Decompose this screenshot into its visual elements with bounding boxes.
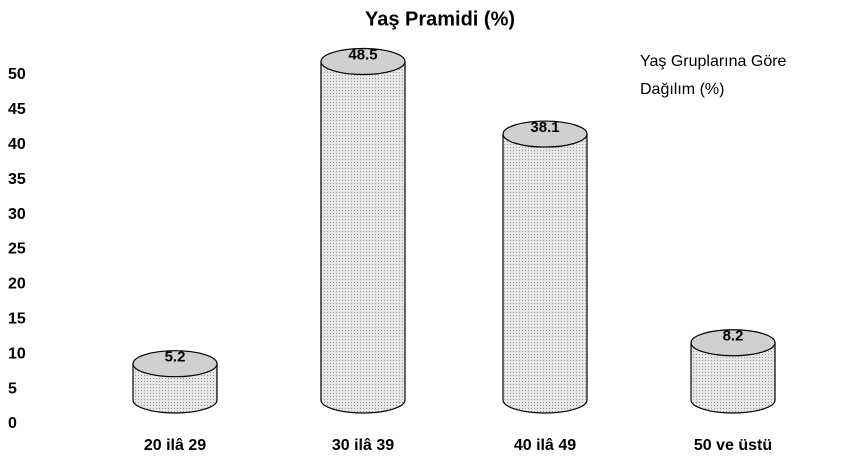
y-tick-label: 25 [8,241,26,258]
y-tick-label: 0 [8,415,17,432]
value-label: 8.2 [723,328,744,345]
y-tick-label: 30 [8,206,26,223]
bar [502,133,588,414]
value-label: 48.5 [348,46,377,63]
y-tick-label: 15 [8,311,26,328]
chart-title: Yaş Pramidi (%) [365,8,515,30]
bar [690,342,776,414]
y-tick-label: 40 [8,136,26,153]
y-tick-label: 20 [8,276,26,293]
bar-top [502,120,588,148]
x-tick-label: 30 ilâ 39 [332,437,394,454]
value-label: 38.1 [530,119,559,136]
y-tick-label: 50 [8,66,26,83]
y-tick-label: 5 [8,380,17,397]
bar-top [132,350,218,378]
x-tick-label: 20 ilâ 29 [144,437,206,454]
bar [132,363,218,414]
x-tick-label: 50 ve üstü [694,437,772,454]
bar [320,60,406,414]
y-tick-label: 10 [8,345,26,362]
y-tick-label: 35 [8,171,26,188]
y-tick-label: 45 [8,101,26,118]
legend-entry: Yaş Gruplarına Göre Dağılım (%) [640,53,787,98]
bar-top [690,329,776,357]
bar-top [320,47,406,76]
value-label: 5.2 [165,349,186,366]
x-tick-label: 40 ilâ 49 [514,437,576,454]
